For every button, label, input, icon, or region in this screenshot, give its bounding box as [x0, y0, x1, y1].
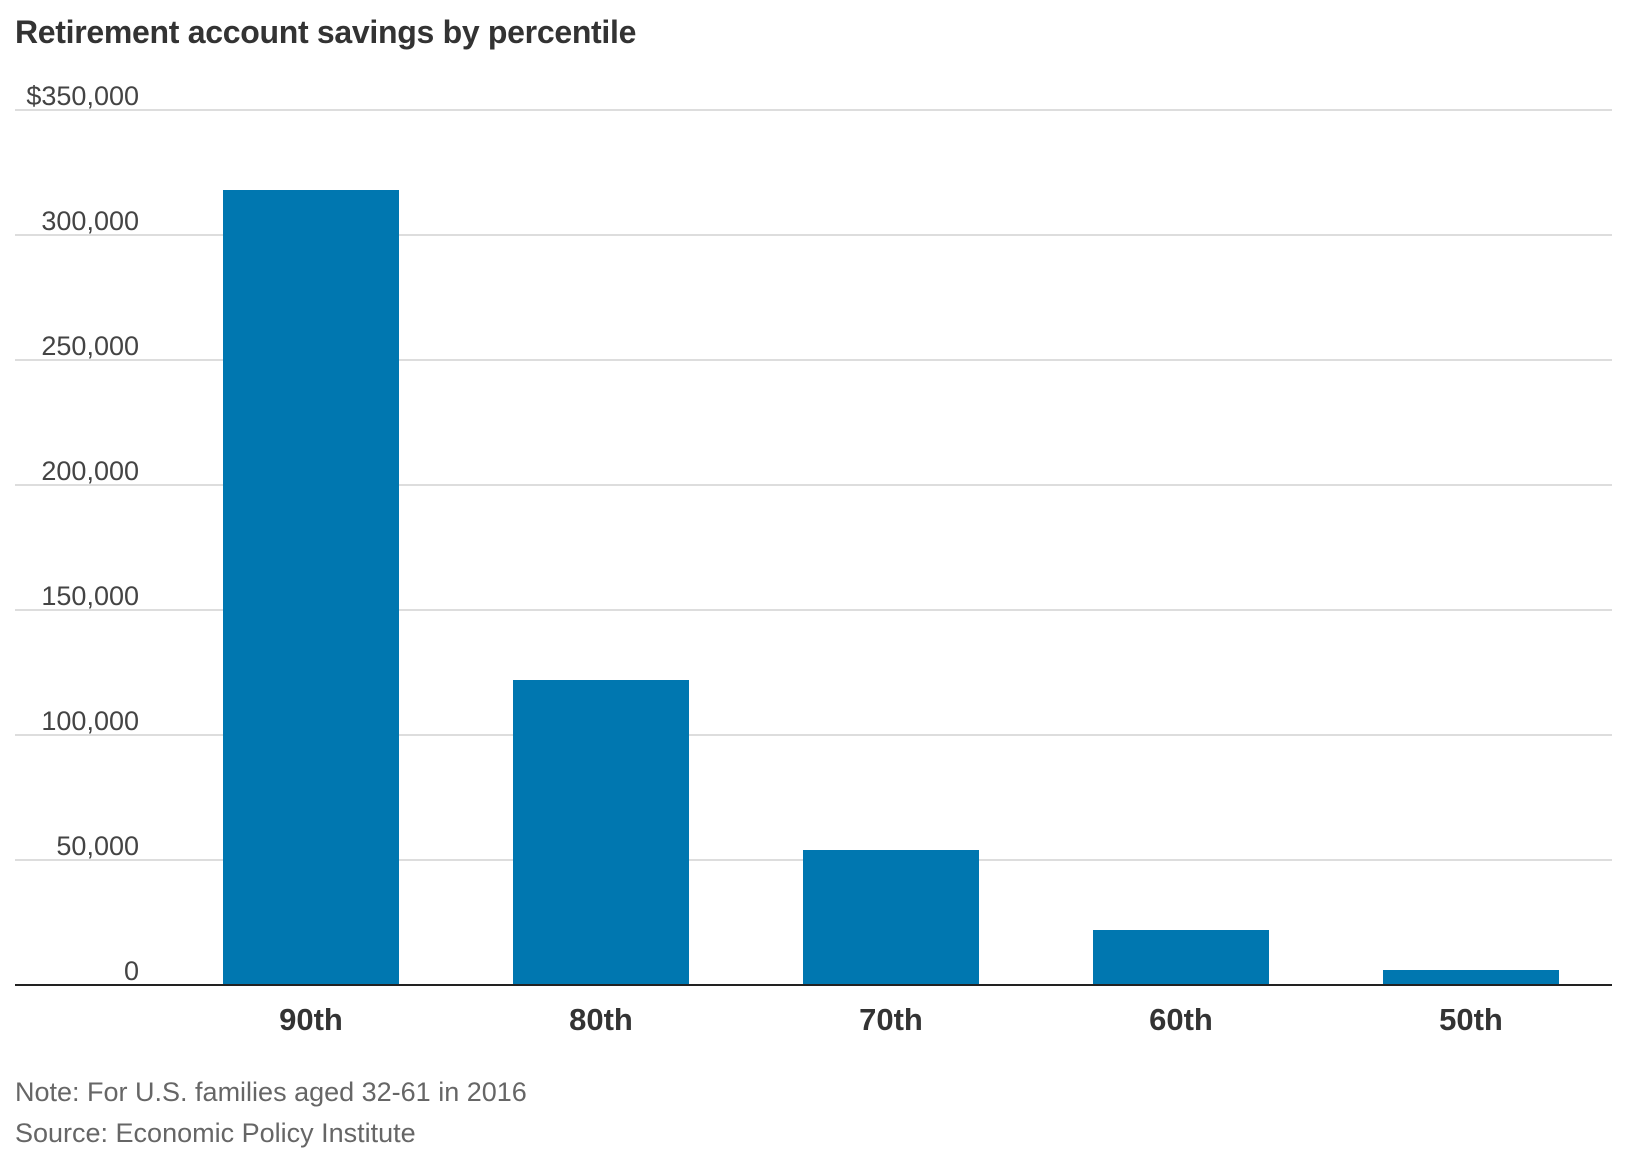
chart-title: Retirement account savings by percentile — [15, 14, 637, 50]
chart-note: Note: For U.S. families aged 32-61 in 20… — [15, 1077, 527, 1107]
y-tick-label: 300,000 — [41, 206, 139, 236]
x-tick-label: 90th — [279, 1002, 343, 1037]
y-tick-label: $350,000 — [26, 81, 139, 111]
y-axis-ticks: 0 50,000 100,000 150,000 200,000 250,000 300,0… — [26, 81, 139, 986]
x-tick-label: 80th — [569, 1002, 633, 1037]
bar-90th — [223, 190, 399, 985]
y-tick-label: 250,000 — [41, 331, 139, 361]
bars — [223, 190, 1559, 985]
bar-70th — [803, 850, 979, 985]
y-tick-label: 50,000 — [56, 831, 139, 861]
y-tick-label: 200,000 — [41, 456, 139, 486]
x-axis-labels: 90th 80th 70th 60th 50th — [279, 1002, 1503, 1037]
x-tick-label: 50th — [1439, 1002, 1503, 1037]
chart-source: Source: Economic Policy Institute — [15, 1118, 416, 1148]
y-tick-label: 150,000 — [41, 581, 139, 611]
bar-60th — [1093, 930, 1269, 985]
y-tick-label: 0 — [124, 956, 139, 986]
y-tick-label: 100,000 — [41, 706, 139, 736]
bar-50th — [1383, 970, 1559, 985]
x-tick-label: 70th — [859, 1002, 923, 1037]
x-tick-label: 60th — [1149, 1002, 1213, 1037]
bar-80th — [513, 680, 689, 985]
